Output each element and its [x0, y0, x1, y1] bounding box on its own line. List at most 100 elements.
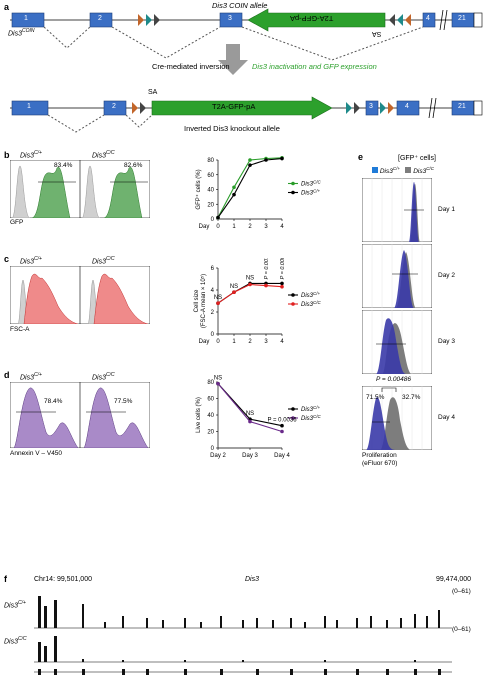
legend-label: Dis3C/C — [301, 180, 322, 188]
x-tick-label: 3 — [264, 224, 268, 230]
hist-d2-pct: 77.5% — [114, 398, 133, 405]
data-point — [280, 423, 284, 428]
cassette-label-top: T2A-GFP-pA — [290, 14, 334, 23]
data-point — [248, 419, 252, 424]
coverage-peak — [414, 614, 416, 628]
hist-c1-title: Dis3C/+ — [20, 256, 42, 266]
exon-number: 3 — [228, 15, 232, 22]
hist-b1 — [10, 160, 80, 218]
coverage-peak — [272, 620, 274, 628]
hist-d1-title: Dis3C/+ — [20, 372, 42, 382]
coverage-peak — [386, 620, 388, 628]
hist-e-day1 — [362, 178, 432, 242]
hist-c2 — [80, 266, 150, 324]
hist-c2-title: Dis3C/C — [92, 256, 115, 266]
y-tick-label: 20 — [207, 430, 214, 436]
coverage-peak — [242, 660, 244, 662]
series-line — [217, 157, 283, 218]
inverted-allele-caption: Inverted Dis3 knockout allele — [184, 124, 280, 133]
coverage-peak — [122, 616, 124, 628]
exon-number: 1 — [27, 103, 31, 110]
chart-b: 0 20 40 60 80 0 1 2 3 4 Day GFP⁺ cells (%) Dis3C/CDi… — [195, 155, 322, 230]
annotation: P = 0.00087 — [280, 258, 286, 279]
data-point — [216, 301, 220, 305]
track1-range: (0–61) — [452, 588, 471, 595]
y-tick-label: 80 — [207, 380, 214, 386]
x-tick-label: 3 — [264, 339, 268, 345]
y-tick-label: 80 — [207, 158, 214, 164]
track1-label-text: Dis3C/+ — [4, 600, 26, 610]
gene-exon — [386, 669, 389, 675]
gene-exon — [122, 669, 125, 675]
coverage-peak — [104, 622, 106, 628]
y-tick-label: 60 — [207, 173, 214, 179]
lox-site — [405, 14, 411, 26]
panel-e-pct-left: 71.5% — [366, 394, 385, 401]
day-label: Day 1 — [438, 206, 455, 213]
annotation: NS — [230, 284, 238, 290]
coverage-peak — [304, 622, 306, 628]
gene-exon — [356, 669, 359, 675]
legend-label: Dis3C/+ — [301, 405, 321, 413]
lox-site — [389, 14, 395, 26]
legend-marker — [291, 416, 295, 420]
series-line — [217, 383, 283, 433]
day-label: Day 4 — [438, 414, 455, 421]
data-point — [232, 290, 236, 294]
panel-label-a: a — [4, 2, 10, 12]
lox-site — [138, 14, 144, 26]
y-tick-label: 0 — [211, 446, 215, 452]
data-point — [232, 185, 236, 190]
hist-b1-pct: 83.4% — [54, 162, 73, 169]
exon-2-bottom — [103, 100, 127, 116]
data-point — [264, 283, 268, 288]
legend-label: Dis3C/+ — [301, 291, 321, 299]
panel-label-c: c — [4, 254, 10, 264]
hist-e-day3 — [362, 310, 432, 374]
chart-c: 0 2 4 6 0 1 2 3 4 Day Cell size (FSC-A mean × 10⁵) D… — [194, 258, 322, 345]
panel-a-diagram — [10, 8, 483, 133]
y-tick-label: 60 — [207, 397, 214, 403]
data-point — [248, 163, 252, 167]
y-tick-label: 0 — [211, 332, 215, 338]
coverage-peak — [290, 618, 292, 628]
hist-d1 — [10, 382, 80, 448]
hist-c1 — [10, 266, 80, 324]
coverage-peak — [438, 610, 440, 628]
panel-e-pvalue: P = 0.00486 — [376, 376, 411, 383]
legend-marker — [291, 302, 295, 306]
y-axis-label: Live cells (%) — [196, 397, 202, 433]
track2-label-text: Dis3C/C — [4, 636, 27, 646]
coverage-peak — [356, 618, 358, 628]
legend-swatch — [372, 167, 378, 174]
gene-exon — [54, 669, 57, 675]
sa-label-top: SA — [372, 30, 382, 37]
gene-exon — [290, 669, 293, 675]
legend-marker — [291, 181, 295, 186]
annotation: NS — [246, 411, 254, 417]
legend-label: Dis3C/C — [301, 300, 322, 308]
lox-site — [346, 102, 352, 114]
y-tick-label: 20 — [207, 202, 214, 208]
coin-allele-title: Dis3 COIN allele — [212, 1, 268, 10]
annotation: NS — [214, 295, 222, 301]
data-point — [232, 192, 236, 197]
lox-site — [388, 102, 394, 114]
gene-exon — [184, 669, 187, 675]
y-tick-label: 6 — [211, 266, 215, 272]
panel-e-xaxis: Proliferation (eFluor 670) — [362, 452, 398, 467]
chrom-right: 99,474,000 — [436, 576, 472, 583]
chrom-left: Chr14: 99,501,000 — [34, 576, 92, 583]
coverage-peak — [82, 659, 84, 662]
x-tick-label: 0 — [216, 339, 220, 345]
y-axis-label: Cell size — [194, 289, 200, 312]
data-point — [248, 282, 252, 287]
coverage-peak — [184, 618, 186, 628]
coverage-peak — [122, 660, 124, 662]
chart-d: 0 20 40 60 80 Day 2 Day 3 Day 4 Live cells (%) Di… — [196, 376, 322, 459]
coverage-peak — [82, 604, 84, 628]
panel-label-b: b — [4, 150, 10, 160]
legend-marker — [291, 190, 295, 195]
coverage-peak — [44, 646, 47, 662]
data-point — [216, 215, 220, 220]
